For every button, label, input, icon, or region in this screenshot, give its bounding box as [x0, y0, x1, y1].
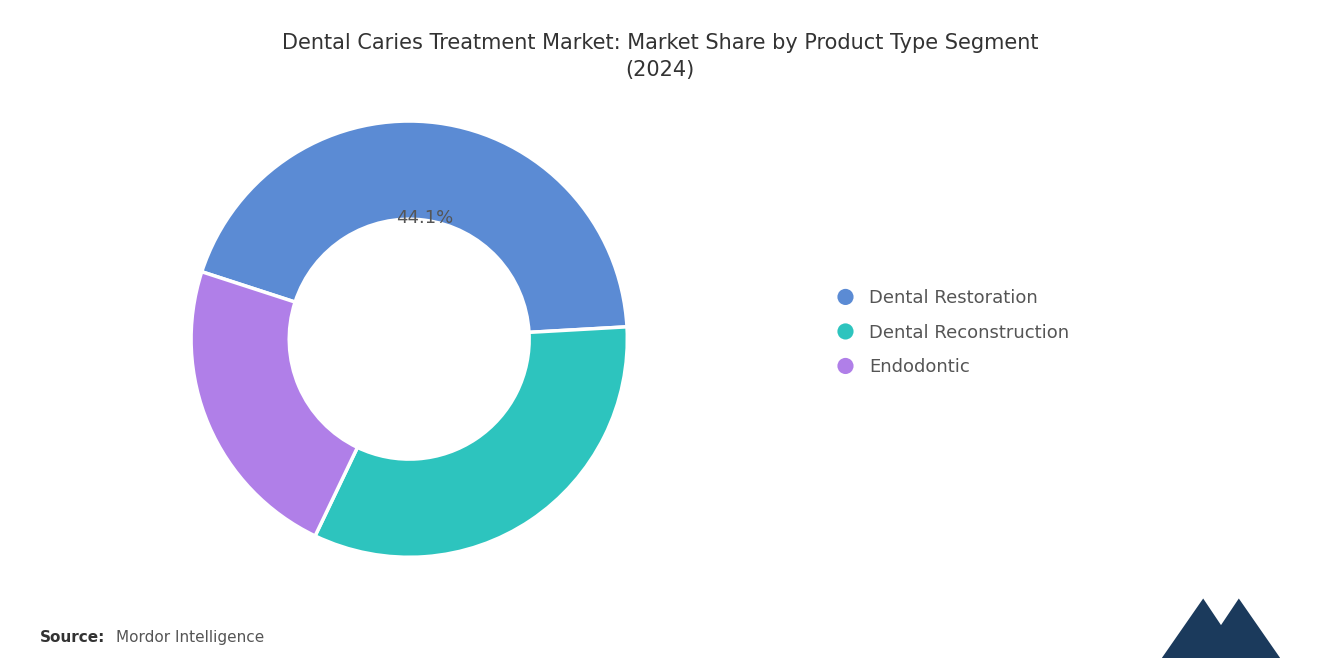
Text: Source:: Source: — [40, 630, 106, 645]
Polygon shape — [1162, 598, 1280, 658]
Wedge shape — [315, 327, 627, 557]
Text: 44.1%: 44.1% — [396, 209, 454, 227]
Wedge shape — [191, 272, 358, 536]
Text: Dental Caries Treatment Market: Market Share by Product Type Segment
(2024): Dental Caries Treatment Market: Market S… — [281, 33, 1039, 80]
Text: Mordor Intelligence: Mordor Intelligence — [116, 630, 264, 645]
Legend: Dental Restoration, Dental Reconstruction, Endodontic: Dental Restoration, Dental Reconstructio… — [828, 280, 1078, 385]
Wedge shape — [202, 121, 627, 332]
